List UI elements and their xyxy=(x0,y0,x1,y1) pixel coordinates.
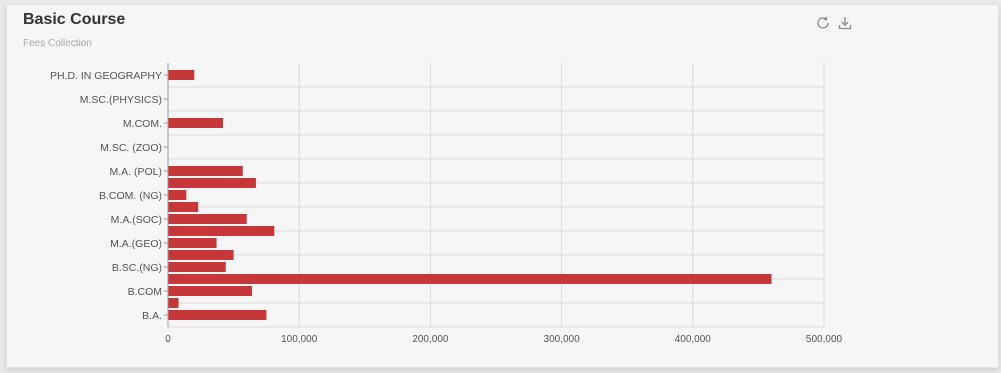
bar xyxy=(168,250,234,260)
bar xyxy=(168,118,224,128)
refresh-icon-glyph xyxy=(817,16,829,29)
category-label: PH.D. IN GEOGRAPHY xyxy=(50,70,162,82)
category-label: M.SC. (ZOO) xyxy=(100,142,162,154)
category-label: B.COM. (NG) xyxy=(99,190,162,202)
x-tick-label: 200,000 xyxy=(412,334,449,345)
x-tick-label: 0 xyxy=(165,334,171,345)
bar xyxy=(168,202,199,212)
x-tick-label: 100,000 xyxy=(281,334,318,345)
card-title: Basic Course xyxy=(23,11,126,28)
refresh-icon[interactable] xyxy=(815,15,831,31)
bar xyxy=(168,226,275,236)
bar xyxy=(168,166,243,176)
bar xyxy=(168,238,217,248)
category-label: B.SC.(NG) xyxy=(112,262,162,274)
download-icon[interactable] xyxy=(837,15,853,31)
bar xyxy=(168,298,179,308)
bar xyxy=(168,70,195,80)
category-label: B.COM xyxy=(128,286,162,298)
category-label: M.A.(SOC) xyxy=(111,214,162,226)
category-label: M.A.(GEO) xyxy=(110,238,162,250)
card-subtitle: Fees Collection xyxy=(23,38,92,49)
x-tick-label: 400,000 xyxy=(675,334,712,345)
bar xyxy=(168,286,252,296)
bar xyxy=(168,178,256,188)
bar xyxy=(168,214,247,224)
bar xyxy=(168,274,772,284)
x-tick-label: 300,000 xyxy=(544,334,581,345)
bar xyxy=(168,262,226,272)
chart-card: Basic Course Fees Collection 0 100,000 200… xyxy=(6,4,999,368)
x-tick-label: 500,000 xyxy=(806,334,843,345)
category-label: M.A. (POL) xyxy=(109,166,162,178)
bar xyxy=(168,190,187,200)
bar xyxy=(168,310,267,320)
download-icon-glyph xyxy=(838,17,852,30)
category-label: M.COM. xyxy=(123,118,162,130)
category-label: B.A. xyxy=(142,310,162,322)
category-label: M.SC.(PHYSICS) xyxy=(80,94,162,106)
bar-chart: 0 100,000 200,000 300,000 400,000 500,000 PH.D… xyxy=(50,63,843,345)
